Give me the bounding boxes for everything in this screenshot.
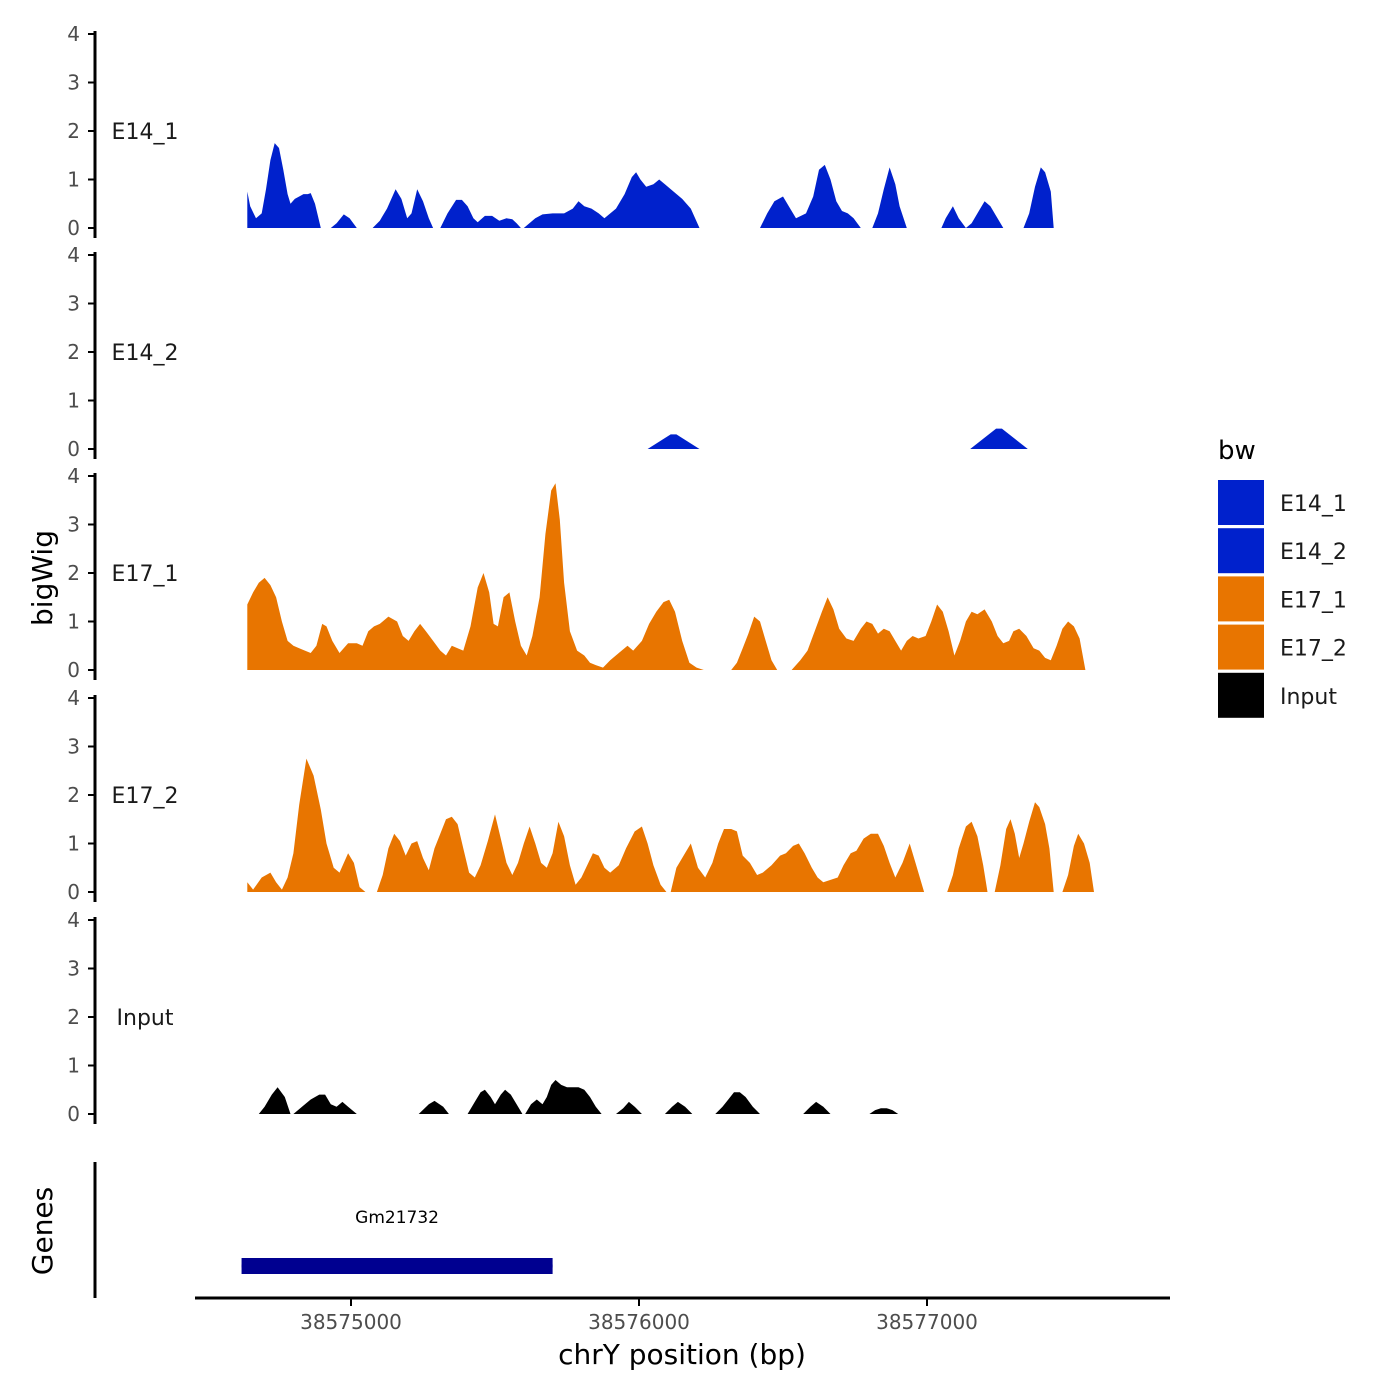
legend-entries: E14_1 E14_2 E17_1 E17_2 Input: [1218, 480, 1347, 718]
signal-area-Input: [293, 1094, 357, 1114]
legend-swatch: [1218, 672, 1264, 718]
y-tick-label: 4: [67, 686, 80, 710]
legend-label: Input: [1280, 685, 1337, 710]
legend-swatch: [1218, 624, 1264, 670]
signal-area-E14_2: [647, 434, 700, 449]
signal-tracks: 0 1 2 3 4 E14_1 0 1 2 3 4 E14_2 0 1 2 3 4 E17_1 0 1 2 3 4 E17_2…: [67, 22, 1094, 1126]
y-tick-label: 1: [67, 1054, 80, 1078]
signal-area-E14_1: [523, 164, 907, 228]
track-E14_1: 0 1 2 3 4 E14_1: [67, 22, 1054, 240]
signal-area-Input: [715, 1092, 760, 1114]
legend-swatch: [1218, 528, 1264, 574]
y-tick-label: 2: [67, 783, 80, 807]
signal-area-Input: [869, 1108, 899, 1114]
track-label: E14_1: [112, 120, 179, 145]
x-tick-label: 38575000: [300, 1310, 402, 1334]
y-tick-label: 2: [67, 1005, 80, 1029]
gene-label: Gm21732: [355, 1208, 439, 1228]
signal-area-E17_1: [247, 483, 1086, 670]
legend-label: E14_2: [1280, 540, 1347, 565]
track-E17_2: 0 1 2 3 4 E17_2: [67, 686, 1094, 904]
y-tick-label: 0: [67, 658, 80, 682]
legend-entry: E17_1: [1218, 576, 1347, 622]
signal-area-E14_1: [941, 167, 1054, 228]
y-tick-label: 4: [67, 464, 80, 488]
y-tick-label: 2: [67, 119, 80, 143]
legend-title: bw: [1218, 436, 1256, 466]
signal-area-E17_2: [994, 802, 1054, 892]
track-label: Input: [117, 1006, 174, 1031]
y-tick-label: 1: [67, 610, 80, 634]
signal-area-Input: [418, 1100, 449, 1114]
x-tick-label: 38576000: [588, 1310, 690, 1334]
track-label: E17_1: [112, 562, 179, 587]
y-tick-label: 3: [67, 292, 80, 316]
gene-exon: [241, 1258, 553, 1274]
y-tick-label: 3: [67, 957, 80, 981]
signal-area-Input: [467, 1089, 523, 1114]
legend-label: E17_2: [1280, 637, 1347, 662]
y-tick-label: 2: [67, 340, 80, 364]
legend-swatch: [1218, 480, 1264, 525]
signal-area-E14_2: [970, 428, 1028, 449]
genes-track-title: Genes: [26, 1187, 59, 1275]
y-tick-label: 0: [67, 880, 80, 904]
signal-area-E17_2: [247, 758, 366, 892]
legend: bw E14_1 E14_2 E17_1 E17_2 Input: [1218, 436, 1347, 718]
legend-label: E14_1: [1280, 492, 1347, 517]
signal-area-E17_2: [670, 829, 925, 892]
legend-entry: E17_2: [1218, 624, 1347, 670]
track-E17_1: 0 1 2 3 4 E17_1: [67, 464, 1086, 682]
legend-entry: Input: [1218, 672, 1337, 718]
y-tick-label: 1: [67, 832, 80, 856]
x-tick-label: 38577000: [876, 1310, 978, 1334]
signal-area-E14_1: [372, 189, 521, 228]
legend-entry: E14_1: [1218, 480, 1347, 525]
y-tick-label: 0: [67, 1102, 80, 1126]
y-tick-label: 1: [67, 168, 80, 192]
y-tick-label: 3: [67, 735, 80, 759]
y-tick-label: 3: [67, 71, 80, 95]
y-tick-label: 0: [67, 437, 80, 461]
y-tick-label: 4: [67, 22, 80, 46]
signal-area-E14_1: [247, 143, 357, 228]
signal-area-E17_2: [947, 821, 988, 892]
track-label: E14_2: [112, 341, 179, 366]
signal-area-Input: [525, 1080, 602, 1114]
x-axis-ticks: 38575000 38576000 38577000: [300, 1298, 978, 1334]
x-axis-title: chrY position (bp): [558, 1338, 806, 1371]
legend-entry: E14_2: [1218, 528, 1347, 574]
signal-area-Input: [616, 1101, 642, 1114]
y-tick-label: 4: [67, 908, 80, 932]
signal-area-Input: [664, 1101, 693, 1114]
y-tick-label: 4: [67, 243, 80, 267]
y-tick-label: 3: [67, 513, 80, 537]
track-Input: 0 1 2 3 4 Input: [67, 908, 899, 1126]
y-tick-label: 2: [67, 561, 80, 585]
signal-area-Input: [803, 1101, 831, 1114]
y-tick-label: 1: [67, 389, 80, 413]
signal-area-E17_2: [1062, 833, 1094, 892]
gene-models: Gm21732: [241, 1208, 553, 1274]
legend-label: E17_1: [1280, 588, 1347, 613]
y-tick-label: 0: [67, 216, 80, 240]
signal-area-Input: [258, 1087, 291, 1114]
x-axis: 38575000 38576000 38577000 chrY position (…: [195, 1296, 1170, 1371]
y-axis-title: bigWig: [26, 530, 59, 626]
signal-area-E17_2: [376, 814, 667, 892]
track-label: E17_2: [112, 784, 179, 809]
genes-track: Genes Gm21732: [26, 1162, 553, 1298]
legend-swatch: [1218, 576, 1264, 622]
track-E14_2: 0 1 2 3 4 E14_2: [67, 243, 1028, 461]
